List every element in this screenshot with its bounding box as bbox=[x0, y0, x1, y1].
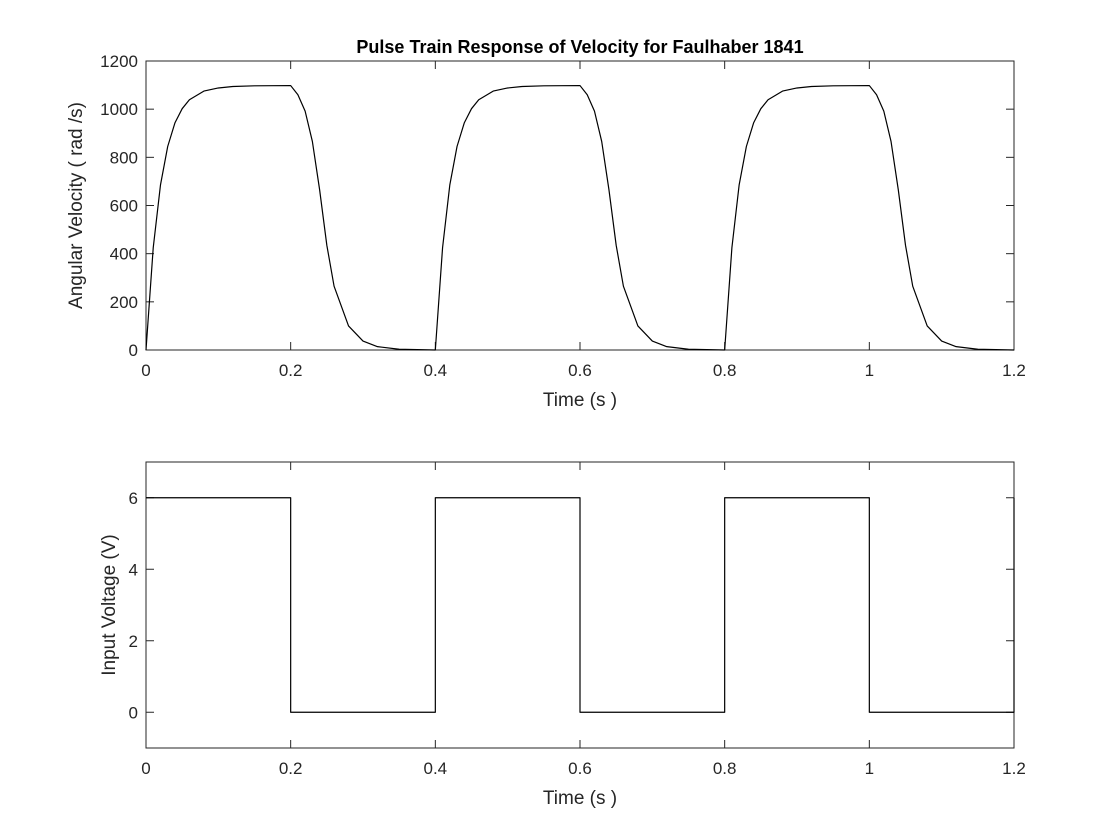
chart1-y-tick-label: 400 bbox=[110, 245, 138, 264]
chart2-y-tick-label: 0 bbox=[129, 703, 138, 722]
chart2-x-tick-label: 0.2 bbox=[279, 759, 303, 778]
chart2-x-tick-label: 1 bbox=[865, 759, 874, 778]
chart1-x-tick-label: 0.4 bbox=[424, 361, 448, 380]
chart1-title: Pulse Train Response of Velocity for Fau… bbox=[356, 37, 803, 57]
chart1-x-tick-label: 0 bbox=[141, 361, 150, 380]
chart1-x-axis-label: Time (s ) bbox=[543, 390, 617, 411]
chart1-x-tick-label: 0.8 bbox=[713, 361, 737, 380]
chart1-y-tick-label: 0 bbox=[129, 341, 138, 360]
chart1-y-axis-label: Angular Velocity ( rad /s) bbox=[66, 102, 87, 309]
chart1-y-tick-label: 200 bbox=[110, 293, 138, 312]
chart1-y-tick-label: 1200 bbox=[100, 52, 138, 71]
chart1-x-tick-label: 1 bbox=[865, 361, 874, 380]
chart1-x-tick-label: 0.6 bbox=[568, 361, 592, 380]
chart2-x-tick-label: 0 bbox=[141, 759, 150, 778]
chart2-y-tick-label: 2 bbox=[129, 632, 138, 651]
chart2-y-tick-label: 4 bbox=[129, 560, 138, 579]
chart2-y-tick-label: 6 bbox=[129, 489, 138, 508]
chart2-x-tick-label: 0.6 bbox=[568, 759, 592, 778]
chart2-series-line bbox=[146, 497, 1015, 713]
chart2-x-tick-label: 1.2 bbox=[1002, 759, 1026, 778]
chart1-plot-area bbox=[145, 60, 1015, 351]
chart2-y-axis-label: Input Voltage (V) bbox=[99, 534, 120, 676]
chart1-y-tick-label: 800 bbox=[110, 148, 138, 167]
chart1-y-tick-label: 1000 bbox=[100, 100, 138, 119]
chart2-x-tick-label: 0.8 bbox=[713, 759, 737, 778]
chart1-x-tick-label: 1.2 bbox=[1002, 361, 1026, 380]
chart1-y-tick-label: 600 bbox=[110, 197, 138, 216]
chart1-x-tick-label: 0.2 bbox=[279, 361, 303, 380]
chart1-series-line bbox=[145, 84, 1015, 351]
chart2-x-tick-label: 0.4 bbox=[424, 759, 448, 778]
chart2-x-axis-label: Time (s ) bbox=[543, 788, 617, 809]
